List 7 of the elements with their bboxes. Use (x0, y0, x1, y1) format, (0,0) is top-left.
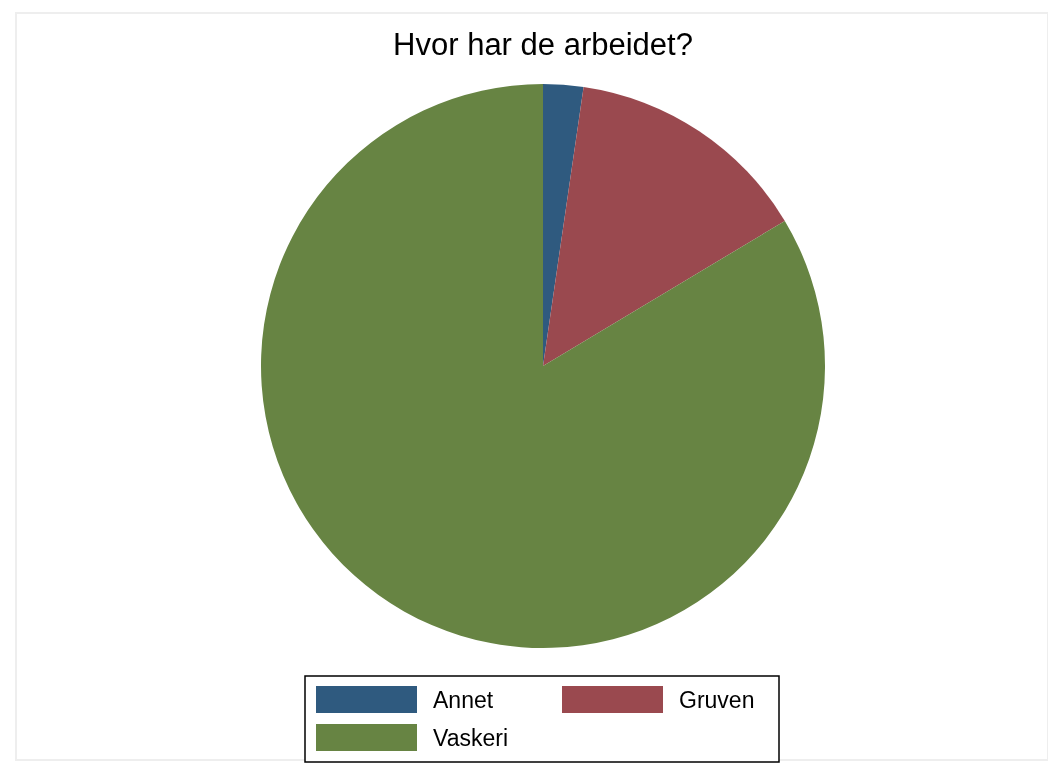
pie-slice (543, 86, 785, 366)
legend-label: Gruven (679, 687, 755, 713)
legend-label: Vaskeri (433, 725, 508, 751)
legend-label: Annet (433, 687, 494, 713)
chart-title: Hvor har de arbeidet? (393, 27, 693, 62)
pie-slice (543, 84, 584, 366)
pie-slice (261, 84, 825, 648)
